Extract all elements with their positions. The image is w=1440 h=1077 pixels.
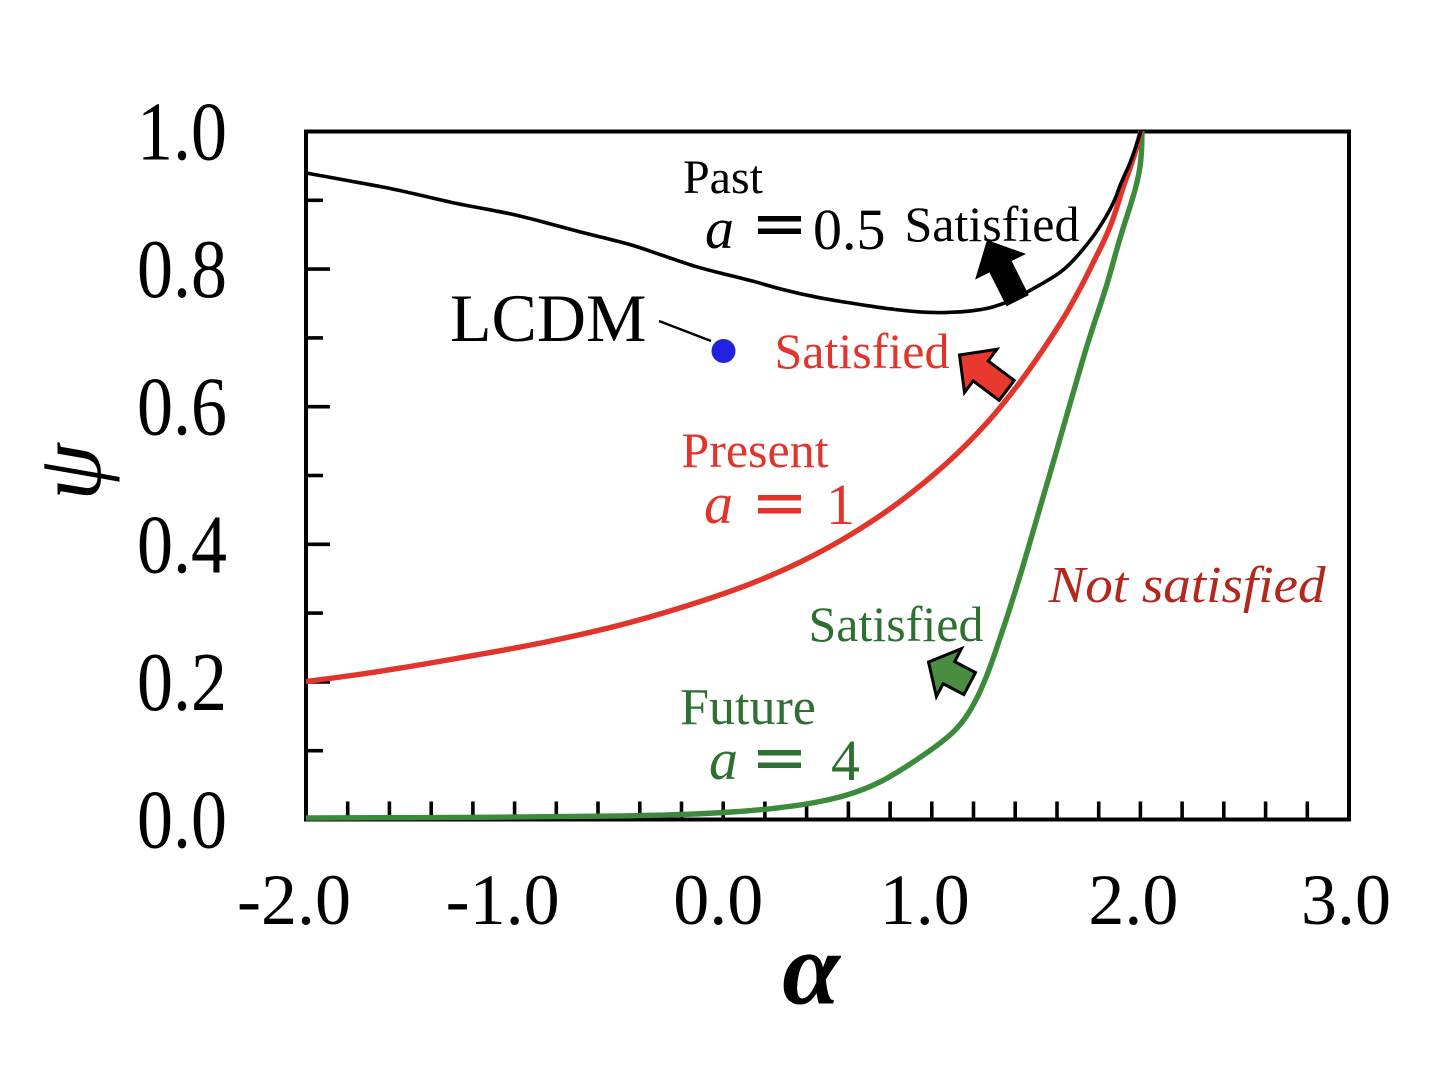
svg-text:Not satisfied: Not satisfied xyxy=(1047,557,1326,614)
svg-text:0.8: 0.8 xyxy=(137,223,227,316)
svg-text:0.2: 0.2 xyxy=(137,636,227,729)
svg-text:Past: Past xyxy=(683,151,764,204)
svg-text:a: a xyxy=(705,196,734,261)
svg-text:Satisfied: Satisfied xyxy=(775,323,950,379)
svg-text:0.5: 0.5 xyxy=(813,197,886,262)
svg-text:0.0: 0.0 xyxy=(673,860,763,940)
svg-text:a: a xyxy=(709,727,738,792)
svg-text:Satisfied: Satisfied xyxy=(905,196,1080,252)
svg-text:Present: Present xyxy=(681,422,828,478)
svg-text:1.0: 1.0 xyxy=(137,86,227,179)
svg-text:1.0: 1.0 xyxy=(880,860,970,940)
svg-text:0.0: 0.0 xyxy=(137,774,227,867)
svg-text:-2.0: -2.0 xyxy=(237,860,351,940)
svg-text:3.0: 3.0 xyxy=(1301,860,1391,940)
svg-text:α: α xyxy=(782,912,841,1027)
svg-text:1: 1 xyxy=(826,472,855,537)
svg-text:a: a xyxy=(704,471,733,536)
svg-text:Satisfied: Satisfied xyxy=(809,596,984,652)
svg-text:4: 4 xyxy=(831,728,860,793)
svg-text:Future: Future xyxy=(680,679,816,736)
svg-text:2.0: 2.0 xyxy=(1088,860,1178,940)
svg-text:LCDM: LCDM xyxy=(450,280,646,356)
svg-text:ψ: ψ xyxy=(18,442,120,501)
svg-text:0.6: 0.6 xyxy=(137,361,227,454)
svg-text:-1.0: -1.0 xyxy=(446,860,560,940)
svg-text:0.4: 0.4 xyxy=(137,498,227,591)
